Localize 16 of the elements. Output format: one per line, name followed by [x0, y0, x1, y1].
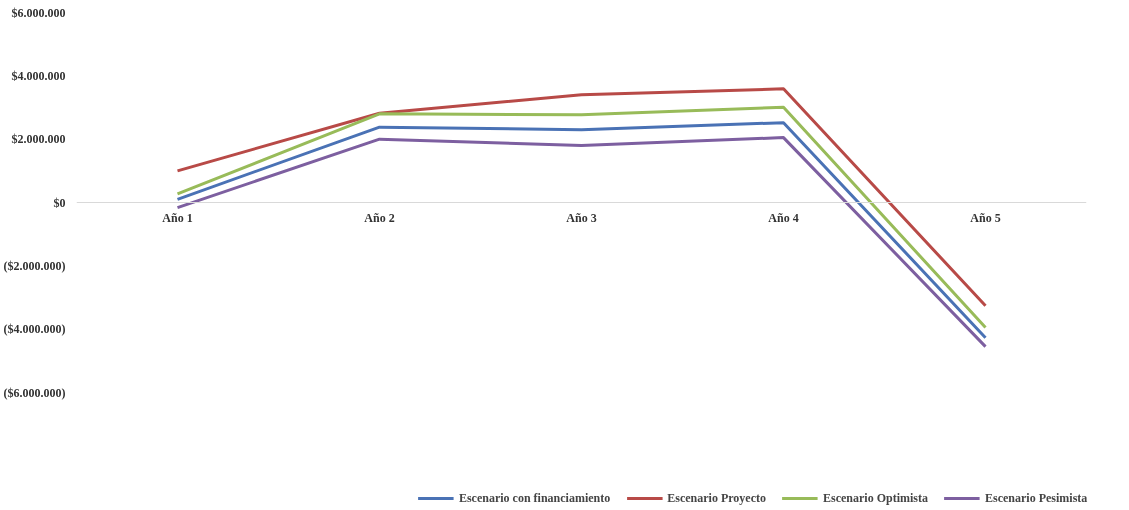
x-tick-label: Año 4: [768, 210, 799, 225]
y-tick-label: $6.000.000: [11, 5, 66, 20]
x-tick-label: Año 5: [970, 210, 1001, 225]
x-tick-label: Año 1: [162, 210, 193, 225]
legend-label: Escenario Proyecto: [667, 490, 766, 506]
y-tick-label: $2.000.000: [11, 132, 66, 147]
y-tick-label: $4.000.000: [11, 68, 66, 83]
y-tick-label: ($2.000.000): [3, 258, 66, 273]
x-tick-label: Año 2: [364, 210, 395, 225]
legend-label: Escenario con financiamiento: [458, 490, 611, 506]
y-tick-label: ($4.000.000): [3, 322, 66, 337]
legend-label: Escenario Optimista: [823, 490, 928, 506]
y-tick-label: ($6.000.000): [3, 385, 66, 400]
y-tick-label: $0: [53, 195, 66, 210]
x-tick-label: Año 3: [566, 210, 597, 225]
legend-label: Escenario Pesimista: [985, 490, 1088, 506]
